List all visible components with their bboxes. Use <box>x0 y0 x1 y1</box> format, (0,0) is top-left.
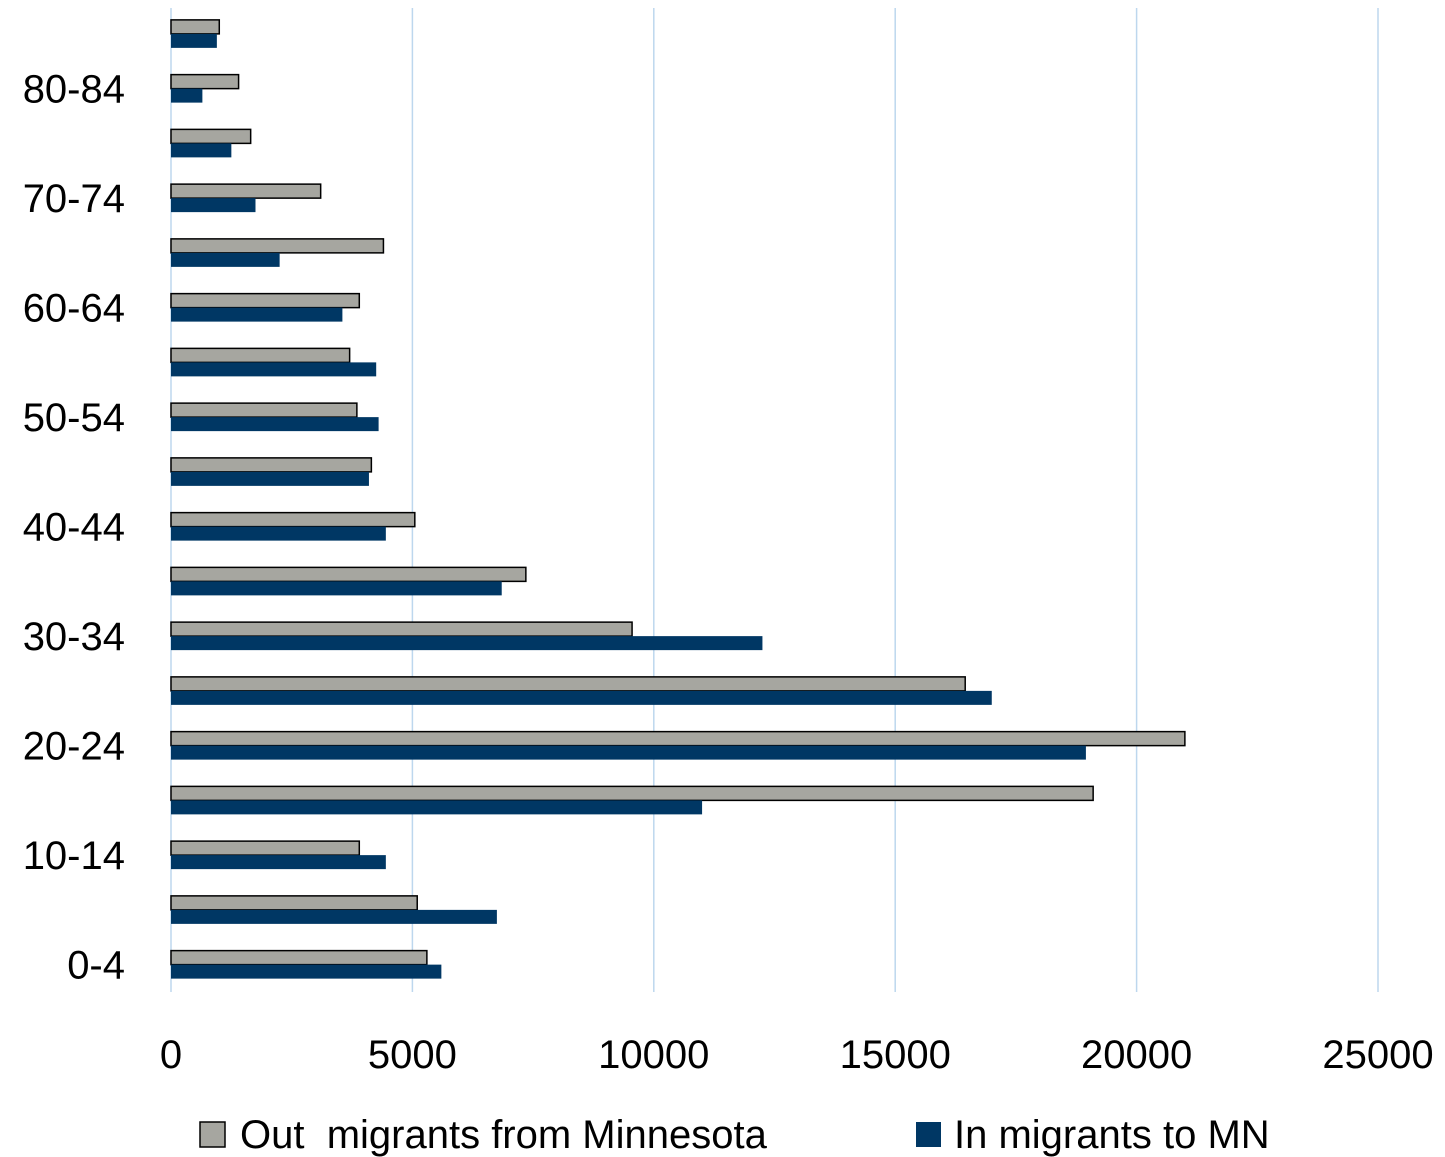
bar-in-migrants-65-69 <box>171 252 280 267</box>
bar-in-migrants-25-29 <box>171 690 992 705</box>
bar-out-migrants-40-44 <box>170 511 416 528</box>
bar-out-migrants-60-64 <box>170 292 361 309</box>
bar-in-migrants-70-74 <box>171 198 256 213</box>
legend-label-in-migrants: In migrants to MN <box>954 1113 1270 1157</box>
bar-out-migrants-75-79 <box>170 128 252 145</box>
bar-out-migrants-25-29 <box>170 676 966 692</box>
bar-out-migrants-15-19 <box>170 785 1094 802</box>
x-tick-label: 15000 <box>840 1033 951 1077</box>
bar-in-migrants-45-49 <box>171 471 369 486</box>
bar-out-migrants-55-59 <box>170 347 351 364</box>
x-tick-label: 25000 <box>1322 1033 1433 1077</box>
bar-in-migrants-5-9 <box>171 909 497 924</box>
y-tick-label: 10-14 <box>23 834 125 878</box>
bar-in-migrants-15-19 <box>171 800 703 815</box>
bar-in-migrants-40-44 <box>171 526 386 541</box>
bar-out-migrants-45-49 <box>170 457 373 473</box>
bar-out-migrants-65-69 <box>170 238 385 254</box>
y-axis-ticks: 0-4 10-14 20-24 30-34 40-44 50-54 60-64 70-74 80… <box>23 68 125 988</box>
gridlines <box>170 8 1379 992</box>
y-tick-label: 50-54 <box>23 396 125 440</box>
bar-in-migrants-0-4 <box>171 964 442 979</box>
bar-out-migrants-10-14 <box>170 840 361 856</box>
bar-in-migrants-60-64 <box>171 307 343 322</box>
bar-out-migrants-30-34 <box>170 621 633 637</box>
bar-out-migrants-85+ <box>170 19 221 35</box>
bars <box>170 19 1186 979</box>
y-tick-label: 70-74 <box>23 177 125 221</box>
bar-in-migrants-20-24 <box>171 745 1086 760</box>
bar-in-migrants-55-59 <box>171 362 377 377</box>
bar-out-migrants-80-84 <box>170 73 240 90</box>
bar-out-migrants-5-9 <box>170 895 418 911</box>
legend-label-out-migrants: Out migrants from Minnesota <box>240 1113 768 1157</box>
bar-out-migrants-50-54 <box>170 402 358 418</box>
bar-out-migrants-0-4 <box>170 949 428 966</box>
y-tick-label: 20-24 <box>23 725 125 769</box>
y-tick-label: 0-4 <box>67 944 125 988</box>
bar-in-migrants-35-39 <box>171 581 502 596</box>
bar-out-migrants-70-74 <box>170 183 322 199</box>
x-tick-label: 20000 <box>1081 1033 1192 1077</box>
bar-out-migrants-35-39 <box>170 566 527 583</box>
legend-swatch-in-migrants <box>916 1122 941 1147</box>
bar-in-migrants-10-14 <box>171 855 386 870</box>
legend-swatch-out-migrants <box>199 1121 226 1148</box>
bar-out-migrants-20-24 <box>170 730 1186 747</box>
x-tick-label: 10000 <box>598 1033 709 1077</box>
y-tick-label: 40-44 <box>23 506 125 550</box>
y-tick-label: 30-34 <box>23 615 125 659</box>
bar-in-migrants-30-34 <box>171 636 763 651</box>
x-axis-ticks: 0 5000 10000 15000 20000 25000 <box>160 1033 1434 1077</box>
bar-in-migrants-80-84 <box>171 88 203 103</box>
y-tick-label: 60-64 <box>23 287 125 331</box>
x-tick-label: 5000 <box>368 1033 457 1077</box>
bar-in-migrants-50-54 <box>171 417 379 432</box>
bar-in-migrants-75-79 <box>171 143 232 158</box>
bar-in-migrants-85+ <box>171 33 217 48</box>
legend: Out migrants from Minnesota In migrants t… <box>199 1113 1270 1157</box>
y-tick-label: 80-84 <box>23 68 125 112</box>
x-tick-label: 0 <box>160 1033 182 1077</box>
